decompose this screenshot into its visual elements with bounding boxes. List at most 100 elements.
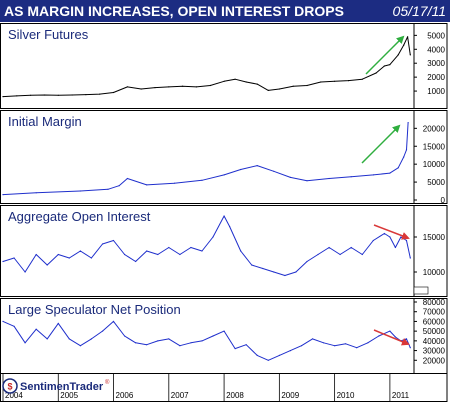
data-point xyxy=(273,271,275,273)
y-tick-label: 20000 xyxy=(423,124,446,133)
data-point xyxy=(124,253,126,256)
data-point xyxy=(90,257,92,259)
y-tick-label: 10000 xyxy=(423,160,446,169)
data-point xyxy=(212,236,214,238)
logo-mark-icon xyxy=(2,378,18,394)
data-point xyxy=(107,188,109,190)
data-point xyxy=(284,274,286,277)
data-point xyxy=(306,180,308,182)
data-point xyxy=(397,167,399,169)
down-arrow-icon xyxy=(373,224,410,240)
data-point xyxy=(229,225,231,228)
data-point xyxy=(124,335,126,337)
x-tick-label: 2010 xyxy=(337,391,355,400)
data-point xyxy=(68,257,70,259)
data-point xyxy=(112,239,115,242)
y-tick-label: 15000 xyxy=(423,142,446,151)
y-tick-label: 3000 xyxy=(427,59,445,68)
data-point xyxy=(13,325,15,327)
logo-mark-glyph: $ xyxy=(7,382,12,392)
series-line xyxy=(2,122,409,196)
data-point xyxy=(168,246,170,249)
data-point xyxy=(195,86,197,88)
data-point xyxy=(240,250,242,252)
data-point xyxy=(320,81,322,83)
data-point xyxy=(350,176,352,178)
data-point xyxy=(256,83,258,85)
data-point xyxy=(135,260,137,263)
data-point xyxy=(68,338,70,340)
data-point xyxy=(409,257,411,259)
data-point xyxy=(278,88,280,90)
y-tick-label: 20000 xyxy=(423,356,446,365)
data-point xyxy=(306,260,308,263)
x-tick-label: 2008 xyxy=(226,391,244,400)
x-tick-label: 2005 xyxy=(60,391,78,400)
data-point xyxy=(334,345,336,347)
data-point xyxy=(57,322,59,324)
data-point xyxy=(256,354,258,356)
panel-border xyxy=(0,110,448,204)
data-point xyxy=(361,78,363,80)
header-bar xyxy=(0,0,450,22)
data-point xyxy=(400,236,402,238)
data-point xyxy=(223,330,225,332)
panel-border xyxy=(0,23,448,109)
data-point xyxy=(405,338,408,340)
data-point xyxy=(375,72,377,74)
y-tick-label: 60000 xyxy=(423,317,446,326)
data-point xyxy=(168,338,170,340)
data-point xyxy=(2,194,4,196)
data-point xyxy=(201,250,203,252)
data-point xyxy=(46,264,48,266)
data-point xyxy=(201,340,203,342)
data-point xyxy=(146,344,148,346)
data-point xyxy=(278,354,280,356)
data-point xyxy=(157,253,159,256)
data-point xyxy=(35,328,37,330)
logo-registered: ® xyxy=(105,379,110,386)
panel-title: Aggregate Open Interest xyxy=(8,209,151,224)
data-point xyxy=(245,344,247,346)
up-arrow-icon xyxy=(361,124,401,164)
y-tick-label: 2000 xyxy=(427,73,445,82)
series-line xyxy=(2,215,411,276)
data-point xyxy=(157,340,159,342)
data-point xyxy=(43,94,46,96)
data-point xyxy=(317,253,319,256)
data-point xyxy=(182,85,184,87)
x-tick-label: 2004 xyxy=(5,391,23,400)
data-point xyxy=(190,246,192,249)
data-point xyxy=(223,215,225,217)
data-point xyxy=(173,182,175,184)
sentimentrader-logo: $ SentimenTrader ® xyxy=(2,378,110,394)
data-point xyxy=(361,253,363,256)
panel-border xyxy=(0,205,448,297)
data-point xyxy=(328,177,330,180)
data-point xyxy=(24,271,26,273)
data-point xyxy=(135,342,137,344)
y-tick-label: 30000 xyxy=(423,347,446,356)
data-point xyxy=(383,232,385,235)
data-point xyxy=(101,330,104,332)
data-point xyxy=(79,345,81,347)
panel-2: 0 5000 10000 15000 20000 Initial Margin xyxy=(0,110,448,205)
data-point xyxy=(13,257,15,259)
data-point xyxy=(295,271,297,273)
data-point xyxy=(79,190,81,192)
down-arrow-icon xyxy=(373,329,410,346)
data-point xyxy=(35,192,37,194)
chart-header-date: 05/17/11 xyxy=(393,3,446,19)
data-point xyxy=(407,122,409,124)
series-line xyxy=(2,36,411,98)
data-point xyxy=(273,170,275,172)
data-point xyxy=(256,165,258,167)
data-point xyxy=(99,93,101,95)
data-point xyxy=(306,84,308,87)
data-point xyxy=(118,185,120,187)
data-point xyxy=(372,239,374,242)
data-point xyxy=(328,246,330,249)
